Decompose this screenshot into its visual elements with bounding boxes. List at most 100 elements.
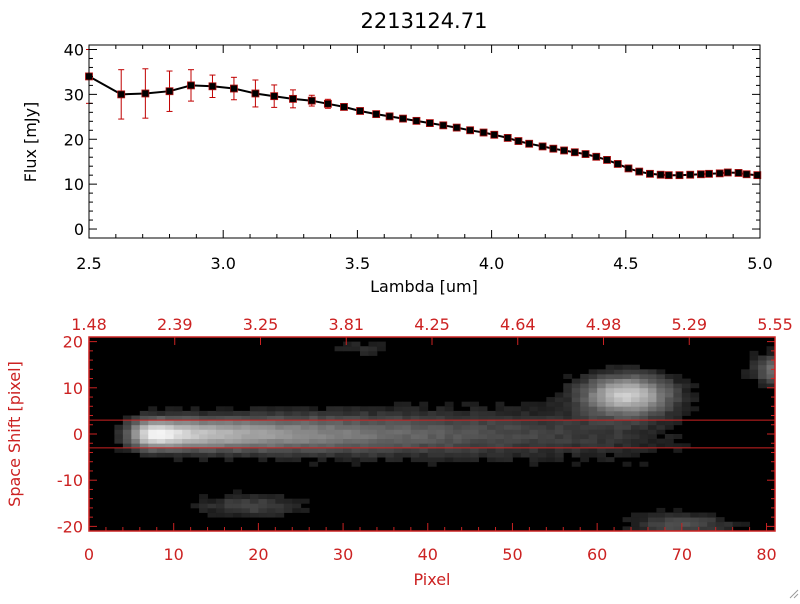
image-cell — [317, 415, 327, 421]
image-cell — [300, 424, 310, 430]
image-cell — [487, 452, 496, 458]
image-cell — [707, 526, 717, 532]
image-cell — [343, 346, 352, 352]
image-cell — [114, 447, 124, 453]
image-cell — [436, 406, 446, 412]
image-cell — [639, 517, 649, 523]
image-cell — [266, 452, 276, 458]
image-cell — [681, 406, 691, 412]
top-tick-label: 3.81 — [328, 315, 364, 334]
image-cell — [571, 392, 581, 398]
image-cell — [537, 443, 547, 449]
image-cell — [419, 415, 429, 421]
image-cell — [758, 355, 767, 361]
image-cell — [487, 457, 496, 463]
image-cell — [588, 434, 598, 440]
image-cell — [546, 438, 556, 444]
image-cell — [453, 429, 463, 435]
image-cell — [487, 429, 496, 435]
image-cell — [512, 434, 522, 440]
spectrum-series — [85, 48, 762, 180]
image-cell — [673, 387, 683, 393]
image-cell — [266, 507, 276, 513]
y-tick-label: 40 — [64, 40, 84, 59]
resize-grip-icon[interactable] — [789, 589, 799, 599]
image-cell — [724, 526, 734, 532]
image-cell — [326, 406, 336, 412]
image-cell — [622, 406, 632, 412]
image-cell — [597, 447, 607, 453]
image-cell — [156, 447, 166, 453]
image-cell — [605, 392, 615, 398]
image-cell — [165, 420, 175, 426]
x-tick-label: 5.0 — [747, 254, 772, 273]
image-cell — [249, 452, 259, 458]
image-cell — [232, 429, 242, 435]
image-cell — [351, 341, 361, 347]
image-cell — [664, 517, 674, 523]
image-cell — [673, 507, 683, 513]
image-cell — [249, 420, 259, 426]
image-cell — [622, 373, 632, 379]
image-cell — [631, 401, 640, 407]
image-cell — [258, 434, 268, 440]
image-cell — [266, 498, 276, 504]
image-cell — [664, 424, 674, 430]
image-cell — [436, 452, 446, 458]
image-cell — [546, 443, 556, 449]
image-cell — [148, 410, 158, 416]
image-cell — [182, 429, 192, 435]
image-cell — [309, 434, 319, 440]
image-cell — [673, 517, 683, 523]
image-cell — [631, 429, 640, 435]
image-cell — [605, 438, 615, 444]
image-cell — [622, 387, 632, 393]
spectrum-2d-x-axis-label: Pixel — [413, 570, 450, 589]
image-cell — [664, 512, 674, 518]
image-cell — [317, 447, 327, 453]
image-cell — [266, 438, 276, 444]
image-cell — [622, 526, 632, 532]
image-cell — [419, 410, 429, 416]
image-cell — [199, 494, 208, 500]
image-cell — [385, 406, 395, 412]
image-cell — [241, 415, 251, 421]
image-cell — [453, 457, 463, 463]
image-cell — [249, 424, 259, 430]
image-cell — [605, 447, 615, 453]
image-cell — [216, 410, 225, 416]
image-cell — [199, 498, 208, 504]
image-cell — [436, 410, 446, 416]
image-cell — [376, 415, 386, 421]
image-cell — [351, 443, 361, 449]
image-cell — [351, 457, 361, 463]
image-cell — [673, 434, 683, 440]
image-cell — [139, 415, 149, 421]
image-cell — [249, 415, 259, 421]
image-cell — [673, 443, 683, 449]
image-cell — [122, 438, 132, 444]
image-cell — [275, 415, 285, 421]
image-cell — [241, 498, 251, 504]
image-cell — [656, 369, 666, 375]
image-cell — [266, 434, 276, 440]
image-cell — [622, 397, 632, 403]
image-cell — [122, 434, 132, 440]
image-cell — [410, 429, 420, 435]
image-cell — [300, 420, 310, 426]
image-cell — [554, 424, 564, 430]
image-cell — [444, 438, 454, 444]
image-cell — [597, 387, 607, 393]
image-cell — [520, 410, 530, 416]
image-cell — [385, 452, 395, 458]
data-point — [372, 110, 381, 119]
image-cell — [283, 434, 293, 440]
image-cell — [368, 447, 378, 453]
image-cell — [275, 420, 285, 426]
image-cell — [520, 420, 530, 426]
image-cell — [554, 443, 564, 449]
image-cell — [360, 438, 369, 444]
image-cell — [216, 415, 225, 421]
image-cell — [470, 434, 479, 440]
